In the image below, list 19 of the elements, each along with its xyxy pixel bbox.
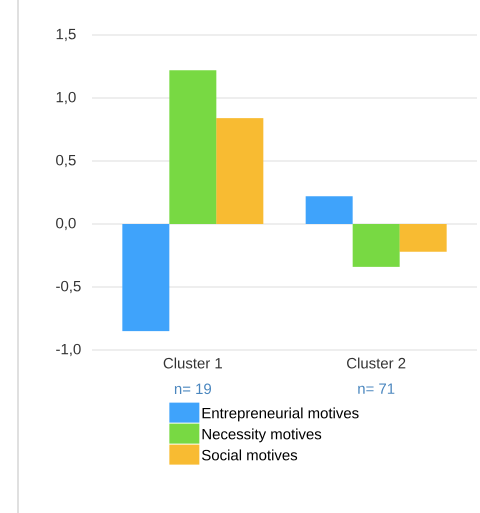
legend-label: Social motives [202, 449, 298, 460]
bar [352, 224, 400, 267]
bar [169, 70, 216, 224]
y-tick-label: -1,0 [56, 344, 81, 356]
text: n= 71 [358, 384, 394, 394]
bar [306, 196, 353, 224]
x-tick-label: Cluster 2 [347, 358, 406, 368]
y-tick-label: 1,5 [56, 28, 76, 42]
legend-label: Necessity motives [202, 428, 322, 442]
bar [216, 118, 264, 224]
text: n= 19 [174, 384, 212, 394]
bar [122, 224, 170, 332]
y-tick-label: 0,0 [56, 218, 76, 230]
y-tick-label: 1,0 [56, 92, 76, 104]
bar [400, 224, 447, 252]
y-tick-label: -0,5 [56, 280, 81, 294]
y-tick-label: 0,5 [56, 154, 76, 168]
x-tick-label: Cluster 1 [164, 358, 222, 368]
legend-label: Entrepreneurial motives [202, 407, 359, 422]
